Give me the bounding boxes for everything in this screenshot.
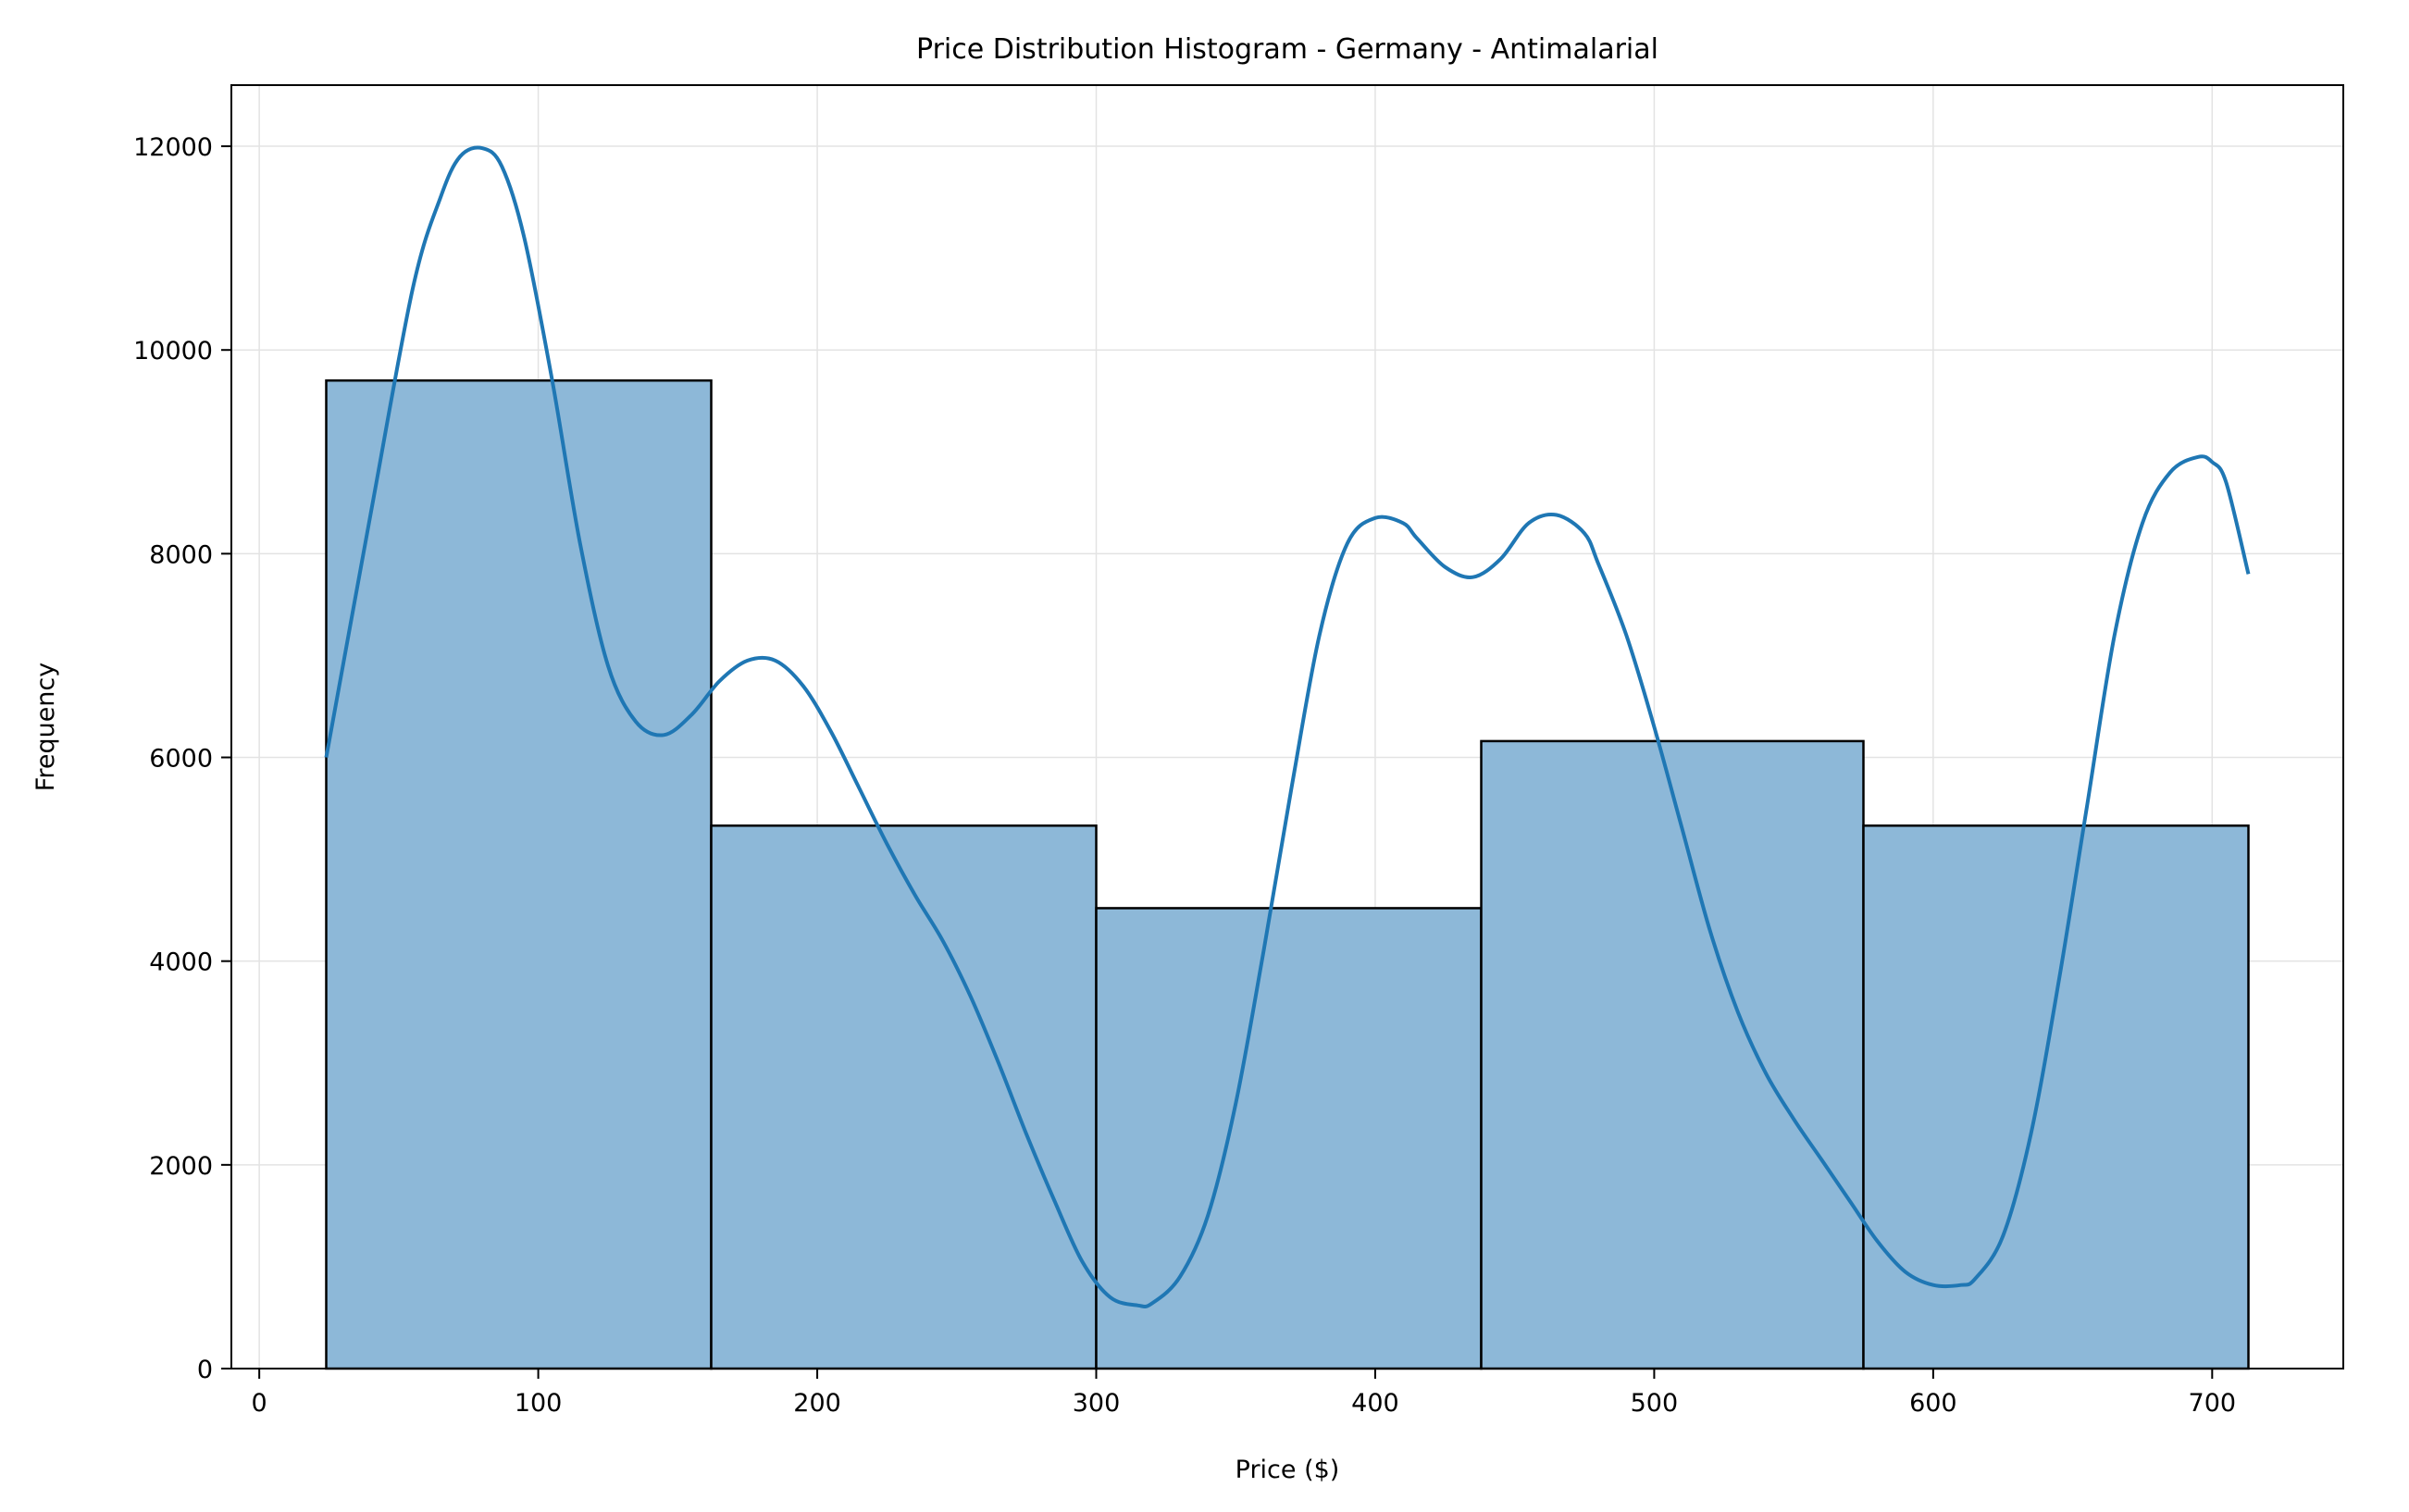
x-tick-label: 0 xyxy=(252,1389,267,1418)
histogram-bar xyxy=(1480,739,1865,1370)
y-tick-label: 12000 xyxy=(133,133,213,162)
histogram-bars xyxy=(325,378,2250,1370)
ticks-layer: 0 100 200 300 400 500 600 700 0 2000 4000 6000 8000 1… xyxy=(133,133,2236,1418)
histogram-bar xyxy=(1862,824,2250,1370)
y-tick-label: 4000 xyxy=(149,948,213,977)
x-tick-label: 100 xyxy=(515,1389,563,1418)
y-tick-label: 0 xyxy=(197,1356,213,1384)
x-tick-label: 400 xyxy=(1351,1389,1399,1418)
kde-curve-layer xyxy=(324,145,2251,1309)
y-axis-label: Frequency xyxy=(31,663,60,792)
histogram-bar xyxy=(710,824,1098,1370)
histogram-bar xyxy=(1095,907,1483,1370)
x-tick-label: 500 xyxy=(1631,1389,1679,1418)
x-tick-label: 700 xyxy=(2189,1389,2237,1418)
y-tick-label: 10000 xyxy=(133,337,213,366)
y-tick-label: 6000 xyxy=(149,745,213,774)
axes-frame xyxy=(230,84,2344,1369)
x-axis-label: Price ($) xyxy=(1236,1456,1340,1484)
histogram-bar xyxy=(325,378,713,1370)
y-tick-label: 8000 xyxy=(149,540,213,569)
y-tick-label: 2000 xyxy=(149,1152,213,1181)
kde-curve xyxy=(324,145,2251,1309)
x-tick-label: 600 xyxy=(1909,1389,1957,1418)
x-tick-label: 300 xyxy=(1073,1389,1121,1418)
chart-title: Price Distribution Histogram - Germany -… xyxy=(916,33,1658,66)
x-tick-label: 200 xyxy=(793,1389,841,1418)
